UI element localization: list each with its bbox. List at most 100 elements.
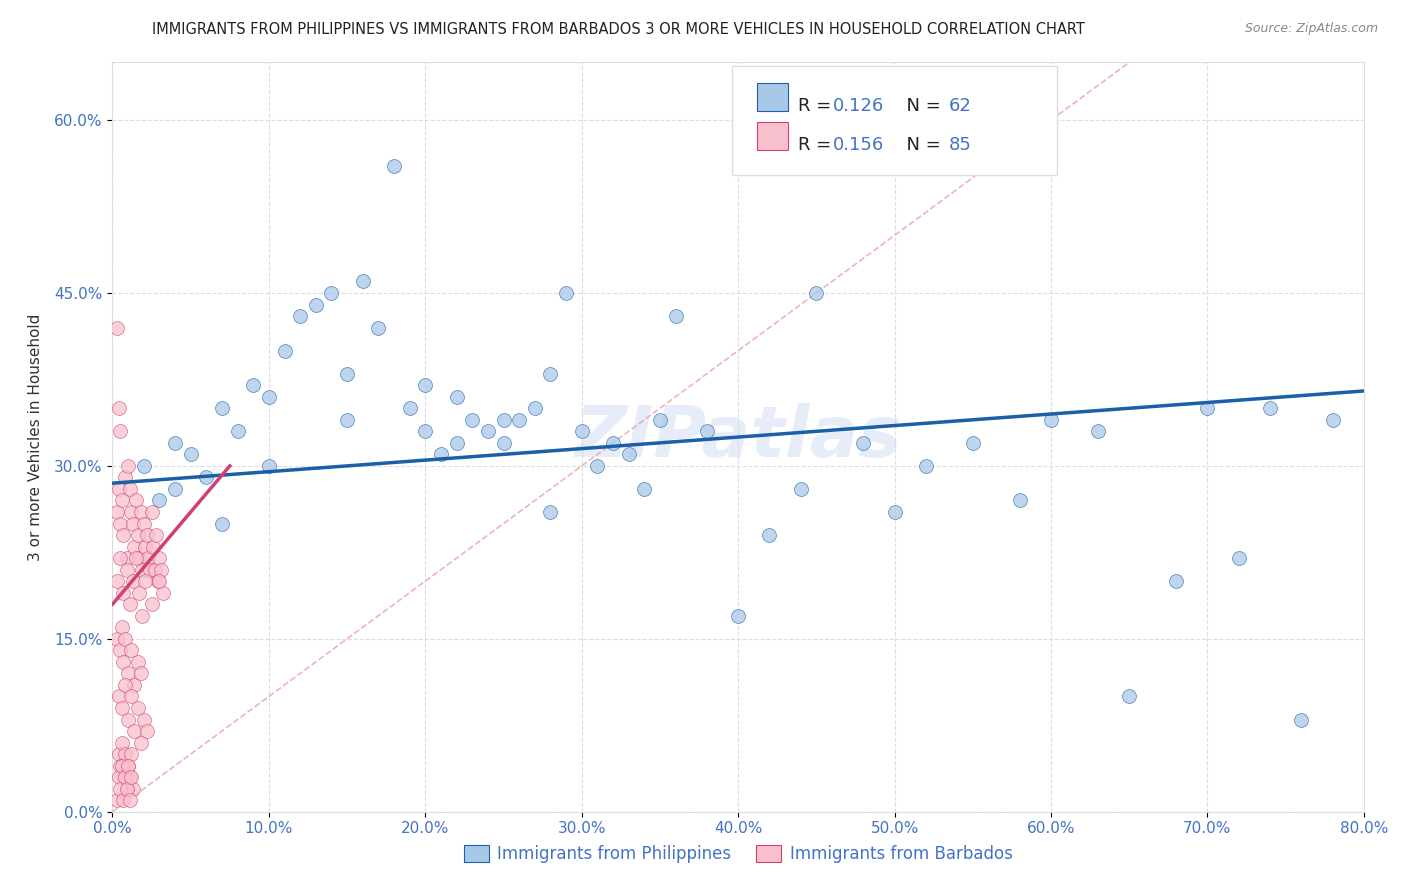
Point bbox=[124, 678, 146, 692]
Point bbox=[586, 458, 609, 473]
Point bbox=[915, 458, 938, 473]
Point bbox=[1197, 401, 1219, 416]
Point bbox=[142, 540, 165, 554]
Point bbox=[273, 343, 295, 358]
Point bbox=[112, 770, 135, 784]
Point bbox=[120, 505, 142, 519]
Point bbox=[132, 516, 155, 531]
Point bbox=[477, 425, 499, 439]
Point bbox=[852, 435, 875, 450]
Point bbox=[114, 678, 136, 692]
Point bbox=[111, 701, 134, 715]
Point bbox=[226, 425, 249, 439]
Point bbox=[257, 390, 280, 404]
Point bbox=[148, 551, 170, 566]
Point bbox=[120, 690, 142, 704]
Point bbox=[336, 413, 359, 427]
Point bbox=[129, 735, 152, 749]
Point bbox=[107, 747, 129, 761]
Text: ZIPatlas: ZIPatlas bbox=[575, 402, 901, 472]
Point bbox=[461, 413, 484, 427]
Point bbox=[1008, 493, 1031, 508]
Point bbox=[336, 367, 359, 381]
Point bbox=[118, 597, 141, 611]
Point bbox=[146, 574, 169, 589]
Point bbox=[112, 528, 135, 542]
Point bbox=[555, 285, 578, 300]
Point bbox=[129, 505, 152, 519]
Point bbox=[107, 482, 129, 496]
Point bbox=[105, 574, 128, 589]
Point bbox=[1322, 413, 1344, 427]
Point bbox=[121, 781, 143, 796]
Point bbox=[145, 528, 167, 542]
Point bbox=[508, 413, 530, 427]
Point bbox=[415, 425, 437, 439]
Point bbox=[446, 390, 468, 404]
Point bbox=[492, 413, 515, 427]
Point bbox=[134, 574, 156, 589]
Point bbox=[290, 309, 312, 323]
Point bbox=[143, 563, 166, 577]
Point bbox=[1087, 425, 1109, 439]
Point bbox=[118, 770, 141, 784]
FancyBboxPatch shape bbox=[733, 66, 1057, 175]
Point bbox=[118, 793, 141, 807]
Text: IMMIGRANTS FROM PHILIPPINES VS IMMIGRANTS FROM BARBADOS 3 OR MORE VEHICLES IN HO: IMMIGRANTS FROM PHILIPPINES VS IMMIGRANT… bbox=[152, 22, 1085, 37]
Text: N =: N = bbox=[894, 136, 946, 153]
Point bbox=[139, 563, 162, 577]
Point bbox=[111, 758, 134, 772]
Point bbox=[111, 735, 134, 749]
Point bbox=[806, 285, 828, 300]
Point bbox=[1291, 713, 1313, 727]
Point bbox=[121, 516, 143, 531]
Point bbox=[112, 655, 135, 669]
Point bbox=[135, 528, 157, 542]
Point bbox=[571, 425, 593, 439]
Point bbox=[1227, 551, 1250, 566]
Point bbox=[382, 159, 405, 173]
Point bbox=[124, 724, 146, 739]
Point bbox=[415, 378, 437, 392]
Point bbox=[128, 585, 150, 599]
Point bbox=[110, 781, 132, 796]
Point bbox=[149, 563, 172, 577]
Point bbox=[114, 747, 136, 761]
Point bbox=[883, 505, 905, 519]
Point bbox=[148, 574, 170, 589]
Point bbox=[617, 447, 640, 461]
Point bbox=[633, 482, 655, 496]
Point bbox=[132, 713, 155, 727]
Legend: Immigrants from Philippines, Immigrants from Barbados: Immigrants from Philippines, Immigrants … bbox=[464, 845, 1012, 863]
Point bbox=[141, 597, 163, 611]
FancyBboxPatch shape bbox=[756, 121, 789, 150]
Point bbox=[446, 435, 468, 450]
Point bbox=[305, 297, 328, 311]
Point bbox=[124, 540, 146, 554]
Point bbox=[1118, 690, 1140, 704]
Point bbox=[110, 425, 132, 439]
Point bbox=[523, 401, 546, 416]
Point bbox=[105, 505, 128, 519]
Point bbox=[105, 320, 128, 334]
Point bbox=[1258, 401, 1281, 416]
Point bbox=[115, 781, 138, 796]
Point bbox=[352, 275, 374, 289]
Text: R =: R = bbox=[799, 136, 837, 153]
Point bbox=[242, 378, 264, 392]
Point bbox=[120, 643, 142, 657]
Point bbox=[430, 447, 453, 461]
Point bbox=[138, 551, 160, 566]
Point bbox=[115, 781, 138, 796]
Point bbox=[132, 458, 155, 473]
Point bbox=[664, 309, 686, 323]
Point bbox=[163, 435, 186, 450]
Text: 0.126: 0.126 bbox=[834, 97, 884, 115]
FancyBboxPatch shape bbox=[756, 83, 789, 112]
Point bbox=[107, 401, 129, 416]
Point bbox=[195, 470, 218, 484]
Point bbox=[180, 447, 202, 461]
Point bbox=[367, 320, 389, 334]
Point bbox=[114, 632, 136, 646]
Point bbox=[211, 516, 233, 531]
